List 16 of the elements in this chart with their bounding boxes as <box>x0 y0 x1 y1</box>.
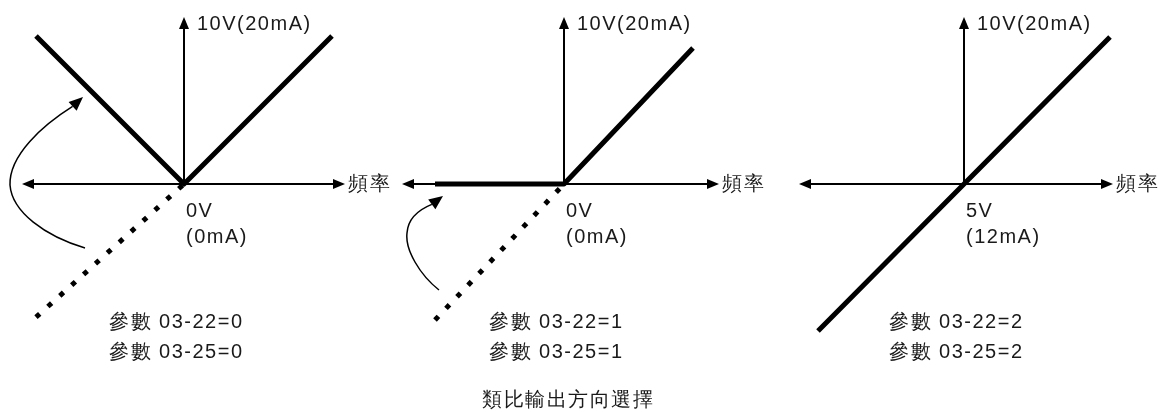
annotation: 參數 03-22=2 <box>889 309 1024 332</box>
annotation: 參數 03-22=0 <box>109 309 244 332</box>
text: 參數 03-25=0 <box>109 339 244 362</box>
x-axis-title: 頻率 <box>722 171 765 194</box>
y-axis-title: 10V(20mA) <box>977 11 1092 34</box>
y-axis-title: 10V(20mA) <box>197 11 312 34</box>
annotation: 5V (12mA) <box>966 198 1041 247</box>
text: 參數 03-25=2 <box>889 339 1024 362</box>
annotation: 0V (0mA) <box>566 198 628 247</box>
annotation: 0V (0mA) <box>186 198 248 247</box>
text: 參數 03-25=1 <box>489 339 624 362</box>
y-axis-title: 10V(20mA) <box>577 11 692 34</box>
annotation: 參數 03-22=1 <box>489 309 624 332</box>
x-axis-title: 頻率 <box>1116 171 1159 194</box>
x-axis-title: 頻率 <box>348 171 391 194</box>
text: 類比輸出方向選擇 <box>482 387 654 410</box>
